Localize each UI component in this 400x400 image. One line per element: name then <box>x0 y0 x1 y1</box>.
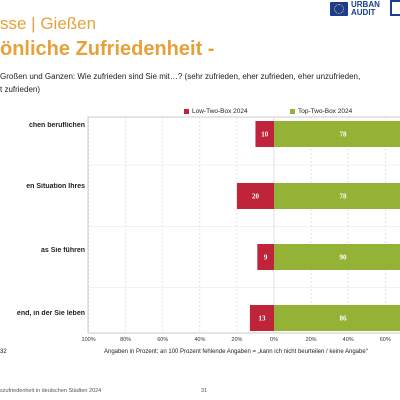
footnote-right: Angaben in Prozent; an 100 Prozent fehle… <box>104 349 368 355</box>
x-tick-label: 100% <box>82 337 96 343</box>
category-label-4: end, in der Sie leben <box>16 310 85 317</box>
data-label-top: 90 <box>340 254 348 262</box>
bar-low-two-box <box>236 183 274 209</box>
bar-top-two-box <box>274 305 400 331</box>
plot-frame <box>87 116 400 334</box>
data-label-top: 78 <box>340 131 348 139</box>
legend-swatch-low <box>184 108 189 114</box>
legend-item-top: Top-Two-Box 2024 <box>290 108 352 115</box>
title-top: sse | Gießen <box>0 14 97 33</box>
footer-text: szufriedenheit in deutschen Städten 2024 <box>0 388 102 394</box>
x-tick-label: 20% <box>306 337 317 343</box>
x-tick-label: 40% <box>343 337 354 343</box>
bar-top-two-box <box>274 121 400 147</box>
x-tick-label: 0% <box>270 337 278 343</box>
x-tick-label: 60% <box>157 337 168 343</box>
data-label-low: 13 <box>258 315 266 323</box>
category-label-1: chen beruflichen <box>28 122 85 129</box>
data-label-top: 86 <box>340 315 348 323</box>
question-line1: Großen und Ganzen: Wie zufrieden sind Si… <box>0 72 361 81</box>
data-label-low: 10 <box>261 131 269 139</box>
logo-text-line2: AUDIT <box>351 8 376 17</box>
x-tick-label: 40% <box>194 337 205 343</box>
data-label-top: 78 <box>340 193 348 201</box>
logo-text: URBAN AUDIT <box>351 1 380 17</box>
category-label-3: as Sie führen <box>41 247 85 254</box>
question-text: Großen und Ganzen: Wie zufrieden sind Si… <box>0 70 400 96</box>
x-tick-label: 20% <box>231 337 242 343</box>
bar-low-two-box <box>249 305 274 331</box>
x-tick-label: 80% <box>120 337 131 343</box>
data-label-low: 20 <box>252 193 260 201</box>
legend-label-low: Low-Two-Box 2024 <box>192 108 248 115</box>
urban-audit-logo: URBAN AUDIT <box>330 0 400 22</box>
data-label-low: 9 <box>264 254 268 262</box>
legend-swatch-top <box>290 108 295 114</box>
legend-label-top: Top-Two-Box 2024 <box>298 108 353 115</box>
x-tick-label: 60% <box>380 337 391 343</box>
category-label-2: en Situation Ihres <box>26 183 85 190</box>
eu-flag-icon <box>330 2 348 16</box>
bar-top-two-box <box>274 244 400 270</box>
question-line2: t zufrieden) <box>0 85 41 94</box>
bar-top-two-box <box>274 183 400 209</box>
logo-text-line1: URBAN <box>351 0 380 9</box>
legend-item-low: Low-Two-Box 2024 <box>184 108 248 115</box>
bar-low-two-box <box>255 121 274 147</box>
page-number: 31 <box>201 388 208 394</box>
bar-low-two-box <box>257 244 274 270</box>
page-title: önliche Zufriedenheit - <box>0 38 215 60</box>
logo-box-icon <box>390 0 400 16</box>
footnote-left: 32 <box>0 349 7 355</box>
